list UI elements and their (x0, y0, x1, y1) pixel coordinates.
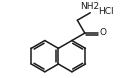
Text: HCl: HCl (98, 7, 114, 16)
Text: O: O (100, 28, 107, 37)
Text: NH2: NH2 (80, 2, 99, 11)
